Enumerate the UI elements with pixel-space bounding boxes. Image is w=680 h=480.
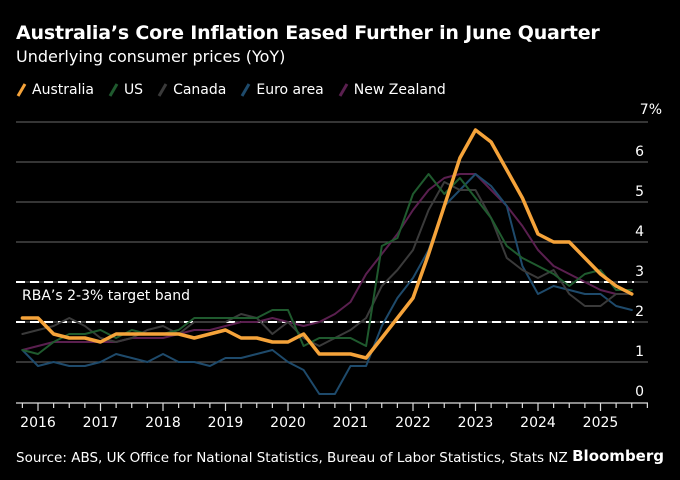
x-tick-label: 2023 [458,415,494,431]
x-tick-label: 2022 [395,415,431,431]
legend-item-new-zealand: New Zealand [338,82,446,98]
y-tick-label: 4 [635,224,644,240]
y-tick-label: 2 [635,304,644,320]
source-note: Source: ABS, UK Office for National Stat… [16,450,568,466]
y-tick-label: 3 [635,264,644,280]
legend-label: Canada [173,82,227,98]
legend-label: New Zealand [353,82,446,98]
bloomberg-logo: Bloomberg [572,447,664,465]
legend-item-euro-area: Euro area [240,82,323,98]
legend: Australia US Canada Euro area New Zealand [16,82,446,98]
x-tick-label: 2024 [520,415,556,431]
series-line-australia [20,128,634,360]
y-tick-label: 5 [635,184,644,200]
chart-title: Australia’s Core Inflation Eased Further… [16,22,600,44]
series-line-euro-area [21,173,633,395]
x-tick-label: 2020 [270,415,306,431]
chart-subtitle: Underlying consumer prices (YoY) [16,47,286,66]
series-line-us [21,173,633,355]
legend-item-canada: Canada [157,82,226,98]
x-tick-label: 2017 [83,415,119,431]
x-tick-label: 2016 [20,415,56,431]
x-tick-label: 2025 [583,415,619,431]
series-line-canada [21,181,633,347]
x-tick-label: 2019 [208,415,244,431]
y-tick-label: 6 [635,144,644,160]
legend-item-us: US [108,82,143,98]
y-tick-label: 1 [635,344,644,360]
y-tick-label: 0 [635,384,644,400]
x-tick-label: 2018 [145,415,181,431]
legend-label: Australia [32,82,94,98]
legend-label: Euro area [256,82,324,98]
series-line-new-zealand [21,173,633,351]
legend-item-australia: Australia [16,82,94,98]
target-band-label: RBA’s 2-3% target band [22,288,190,304]
y-tick-label: 7% [640,102,662,118]
legend-label: US [123,82,144,98]
x-tick-label: 2021 [333,415,369,431]
